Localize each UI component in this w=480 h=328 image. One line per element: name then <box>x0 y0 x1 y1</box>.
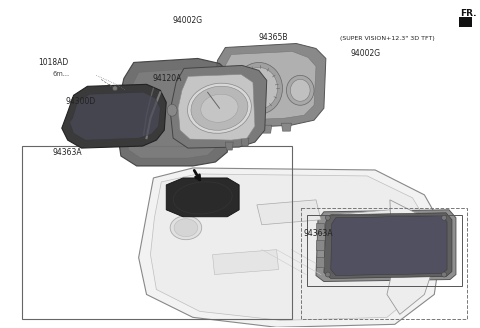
Text: 94002G: 94002G <box>351 49 381 58</box>
Polygon shape <box>213 250 278 275</box>
Polygon shape <box>316 240 324 250</box>
Ellipse shape <box>442 215 446 220</box>
Ellipse shape <box>167 104 177 116</box>
Polygon shape <box>242 122 252 130</box>
Polygon shape <box>62 84 166 148</box>
Ellipse shape <box>112 86 118 91</box>
Polygon shape <box>316 223 324 233</box>
Text: FR.: FR. <box>460 9 476 18</box>
Polygon shape <box>117 58 229 166</box>
Polygon shape <box>262 125 272 133</box>
Polygon shape <box>257 200 321 225</box>
Text: 1018AD: 1018AD <box>38 58 69 67</box>
Text: 94300D: 94300D <box>66 97 96 106</box>
Polygon shape <box>125 69 219 158</box>
Polygon shape <box>316 256 324 267</box>
Polygon shape <box>214 44 326 128</box>
Ellipse shape <box>191 86 248 130</box>
Polygon shape <box>219 51 316 120</box>
Bar <box>307 215 462 286</box>
Polygon shape <box>178 74 255 140</box>
Polygon shape <box>281 123 291 131</box>
Polygon shape <box>225 142 233 150</box>
Polygon shape <box>166 178 239 217</box>
Polygon shape <box>170 65 267 148</box>
Text: 94363A: 94363A <box>53 148 83 157</box>
Ellipse shape <box>174 219 198 237</box>
Polygon shape <box>316 210 456 281</box>
Ellipse shape <box>170 216 202 240</box>
Bar <box>459 17 472 27</box>
Text: 94363A: 94363A <box>303 229 333 238</box>
Text: 6m...: 6m... <box>53 71 70 77</box>
Text: 94120A: 94120A <box>152 74 181 83</box>
Polygon shape <box>387 200 434 314</box>
Ellipse shape <box>235 62 283 114</box>
Ellipse shape <box>240 68 277 109</box>
Ellipse shape <box>442 272 446 277</box>
Ellipse shape <box>201 94 238 122</box>
Polygon shape <box>331 216 447 276</box>
Ellipse shape <box>188 83 252 133</box>
Text: (SUPER VISION+12.3" 3D TFT): (SUPER VISION+12.3" 3D TFT) <box>340 36 435 41</box>
Ellipse shape <box>173 182 232 214</box>
Ellipse shape <box>290 79 310 101</box>
Ellipse shape <box>325 215 330 220</box>
Ellipse shape <box>325 272 330 277</box>
Polygon shape <box>241 138 249 146</box>
Ellipse shape <box>287 75 314 105</box>
Polygon shape <box>70 92 160 140</box>
Text: 94365B: 94365B <box>258 33 288 42</box>
Bar <box>301 208 467 319</box>
Polygon shape <box>139 168 444 327</box>
Polygon shape <box>150 174 430 320</box>
Bar <box>22 146 291 319</box>
Polygon shape <box>324 213 452 278</box>
Polygon shape <box>334 210 395 240</box>
Ellipse shape <box>256 85 262 91</box>
Text: 94002G: 94002G <box>172 16 203 25</box>
